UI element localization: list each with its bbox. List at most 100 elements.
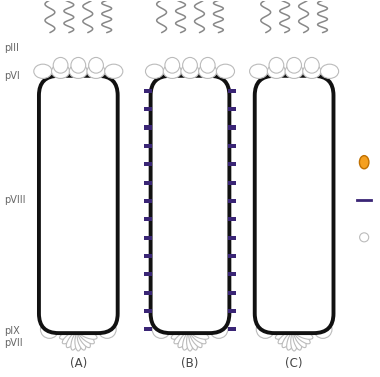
Circle shape	[256, 302, 274, 320]
Circle shape	[314, 320, 332, 339]
Bar	[228, 272, 236, 276]
Circle shape	[40, 82, 59, 100]
Circle shape	[256, 247, 274, 265]
Ellipse shape	[183, 57, 197, 73]
Circle shape	[256, 228, 274, 247]
Circle shape	[152, 210, 170, 228]
Ellipse shape	[269, 57, 284, 73]
Bar	[144, 327, 152, 331]
Ellipse shape	[60, 330, 78, 339]
Bar	[228, 144, 236, 148]
Text: pIII: pIII	[5, 43, 19, 53]
FancyBboxPatch shape	[39, 76, 118, 333]
Circle shape	[98, 100, 116, 118]
Circle shape	[314, 210, 332, 228]
Bar	[228, 327, 236, 331]
Circle shape	[210, 118, 228, 136]
Bar	[228, 162, 236, 166]
Bar	[144, 272, 152, 276]
Ellipse shape	[190, 331, 206, 344]
Circle shape	[98, 210, 116, 228]
Bar	[144, 236, 152, 240]
Circle shape	[98, 137, 116, 155]
Ellipse shape	[267, 64, 285, 78]
Ellipse shape	[182, 332, 191, 350]
Ellipse shape	[287, 332, 295, 350]
FancyBboxPatch shape	[255, 76, 334, 333]
Ellipse shape	[276, 330, 293, 339]
Ellipse shape	[189, 332, 198, 350]
Circle shape	[210, 302, 228, 320]
Circle shape	[314, 155, 332, 173]
Circle shape	[98, 302, 116, 320]
Circle shape	[256, 265, 274, 284]
Circle shape	[256, 173, 274, 192]
Bar	[228, 217, 236, 221]
Ellipse shape	[287, 57, 301, 73]
Circle shape	[152, 265, 170, 284]
Ellipse shape	[105, 64, 123, 78]
Circle shape	[210, 82, 228, 100]
Circle shape	[256, 137, 274, 155]
Bar	[144, 309, 152, 313]
Ellipse shape	[87, 64, 105, 78]
Bar	[228, 107, 236, 111]
Circle shape	[40, 284, 59, 302]
Circle shape	[359, 233, 369, 242]
Text: pIX
pVII: pIX pVII	[5, 326, 23, 348]
Text: pVIII: pVIII	[5, 195, 26, 205]
Circle shape	[314, 192, 332, 210]
Bar	[228, 254, 236, 258]
Ellipse shape	[52, 64, 70, 78]
Circle shape	[314, 137, 332, 155]
Circle shape	[98, 118, 116, 136]
Text: (B): (B)	[181, 357, 199, 369]
Bar	[228, 309, 236, 313]
Circle shape	[40, 247, 59, 265]
Circle shape	[256, 210, 274, 228]
Circle shape	[314, 82, 332, 100]
Circle shape	[152, 228, 170, 247]
Circle shape	[314, 173, 332, 192]
Ellipse shape	[77, 332, 86, 350]
Ellipse shape	[34, 64, 52, 78]
Circle shape	[40, 320, 59, 339]
Circle shape	[152, 118, 170, 136]
Ellipse shape	[66, 332, 78, 348]
Ellipse shape	[320, 64, 339, 78]
Ellipse shape	[250, 64, 268, 78]
Bar	[144, 107, 152, 111]
Ellipse shape	[62, 331, 78, 344]
Ellipse shape	[181, 64, 199, 78]
Ellipse shape	[359, 156, 369, 169]
Circle shape	[314, 265, 332, 284]
Bar	[144, 144, 152, 148]
Ellipse shape	[304, 57, 319, 73]
Ellipse shape	[79, 331, 94, 344]
Circle shape	[256, 100, 274, 118]
Ellipse shape	[78, 332, 90, 348]
Ellipse shape	[216, 64, 234, 78]
Circle shape	[40, 192, 59, 210]
Circle shape	[40, 228, 59, 247]
Circle shape	[98, 82, 116, 100]
Circle shape	[314, 247, 332, 265]
Circle shape	[256, 320, 274, 339]
Circle shape	[152, 82, 170, 100]
Circle shape	[98, 320, 116, 339]
Circle shape	[40, 155, 59, 173]
Circle shape	[152, 137, 170, 155]
Text: (C): (C)	[285, 357, 303, 369]
Circle shape	[152, 173, 170, 192]
Circle shape	[210, 320, 228, 339]
Ellipse shape	[165, 57, 180, 73]
Ellipse shape	[89, 57, 103, 73]
Circle shape	[210, 247, 228, 265]
Ellipse shape	[199, 64, 217, 78]
Ellipse shape	[190, 332, 202, 348]
Circle shape	[98, 247, 116, 265]
Ellipse shape	[282, 332, 294, 348]
Ellipse shape	[171, 330, 189, 339]
Ellipse shape	[71, 332, 79, 350]
Circle shape	[152, 247, 170, 265]
